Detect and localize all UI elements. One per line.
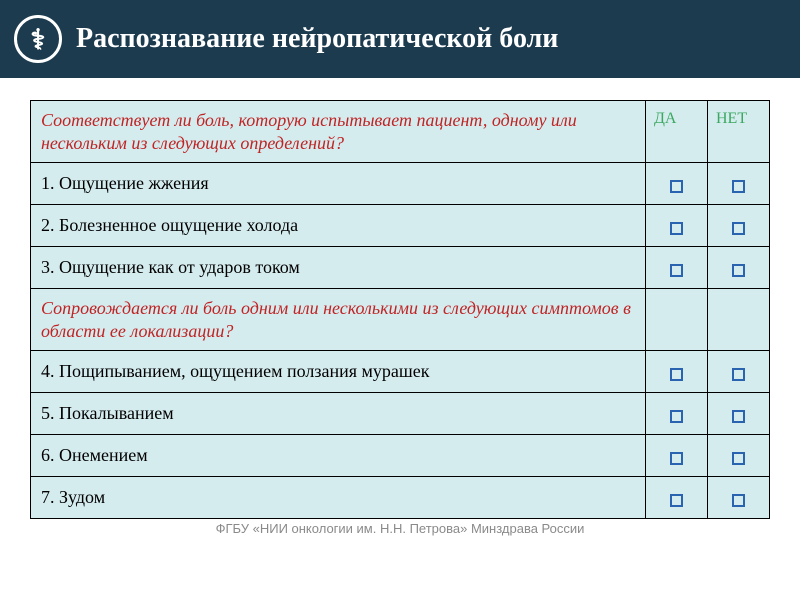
caduceus-icon: ⚕ bbox=[30, 23, 45, 56]
item-7-no[interactable] bbox=[708, 477, 770, 519]
item-3-yes[interactable] bbox=[646, 247, 708, 289]
item-2-label: 2. Болезненное ощущение холода bbox=[31, 205, 646, 247]
item-7-yes[interactable] bbox=[646, 477, 708, 519]
item-7-label: 7. Зудом bbox=[31, 477, 646, 519]
checkbox-icon bbox=[732, 222, 745, 235]
column-yes-header: ДА bbox=[646, 101, 708, 163]
item-4-yes[interactable] bbox=[646, 351, 708, 393]
item-4-label: 4. Пощипыванием, ощущением ползания мура… bbox=[31, 351, 646, 393]
table-row: 1. Ощущение жжения bbox=[31, 163, 770, 205]
checkbox-icon bbox=[670, 222, 683, 235]
section-2-question: Сопровождается ли боль одним или несколь… bbox=[31, 289, 646, 351]
table-row: 4. Пощипыванием, ощущением ползания мура… bbox=[31, 351, 770, 393]
table-row: 5. Покалыванием bbox=[31, 393, 770, 435]
checkbox-icon bbox=[670, 368, 683, 381]
checkbox-icon bbox=[732, 180, 745, 193]
item-6-label: 6. Онемением bbox=[31, 435, 646, 477]
item-3-no[interactable] bbox=[708, 247, 770, 289]
table-row: 3. Ощущение как от ударов током bbox=[31, 247, 770, 289]
item-4-no[interactable] bbox=[708, 351, 770, 393]
checkbox-icon bbox=[670, 410, 683, 423]
checkbox-icon bbox=[670, 264, 683, 277]
checkbox-icon bbox=[670, 180, 683, 193]
questionnaire-table: Соответствует ли боль, которую испытывае… bbox=[30, 100, 770, 519]
section-1-question: Соответствует ли боль, которую испытывае… bbox=[31, 101, 646, 163]
medical-logo: ⚕ bbox=[14, 15, 62, 63]
footer-attribution: ФГБУ «НИИ онкологии им. Н.Н. Петрова» Ми… bbox=[30, 519, 770, 536]
checkbox-icon bbox=[670, 494, 683, 507]
item-5-label: 5. Покалыванием bbox=[31, 393, 646, 435]
checkbox-icon bbox=[732, 452, 745, 465]
column-no-header: НЕТ bbox=[708, 101, 770, 163]
checkbox-icon bbox=[732, 368, 745, 381]
section-1-header: Соответствует ли боль, которую испытывае… bbox=[31, 101, 770, 163]
item-1-label: 1. Ощущение жжения bbox=[31, 163, 646, 205]
slide-title: Распознавание нейропатической боли bbox=[76, 23, 558, 55]
checkbox-icon bbox=[732, 410, 745, 423]
item-6-yes[interactable] bbox=[646, 435, 708, 477]
slide-header: ⚕ Распознавание нейропатической боли bbox=[0, 0, 800, 78]
item-2-yes[interactable] bbox=[646, 205, 708, 247]
content-area: Соответствует ли боль, которую испытывае… bbox=[0, 78, 800, 536]
table-row: 6. Онемением bbox=[31, 435, 770, 477]
section-2-no-spacer bbox=[708, 289, 770, 351]
table-row: 2. Болезненное ощущение холода bbox=[31, 205, 770, 247]
section-2-header: Сопровождается ли боль одним или несколь… bbox=[31, 289, 770, 351]
checkbox-icon bbox=[732, 494, 745, 507]
item-1-yes[interactable] bbox=[646, 163, 708, 205]
item-5-yes[interactable] bbox=[646, 393, 708, 435]
checkbox-icon bbox=[732, 264, 745, 277]
section-2-yes-spacer bbox=[646, 289, 708, 351]
item-2-no[interactable] bbox=[708, 205, 770, 247]
item-1-no[interactable] bbox=[708, 163, 770, 205]
checkbox-icon bbox=[670, 452, 683, 465]
item-5-no[interactable] bbox=[708, 393, 770, 435]
table-row: 7. Зудом bbox=[31, 477, 770, 519]
item-3-label: 3. Ощущение как от ударов током bbox=[31, 247, 646, 289]
item-6-no[interactable] bbox=[708, 435, 770, 477]
